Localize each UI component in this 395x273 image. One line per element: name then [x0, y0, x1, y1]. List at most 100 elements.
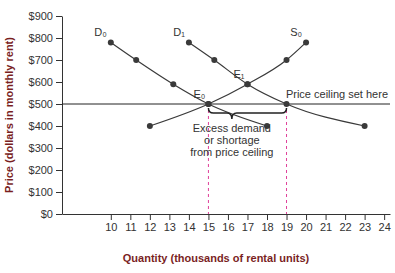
x-tick-mark [326, 214, 327, 220]
x-tick: 12 [144, 214, 156, 233]
series-marker [170, 81, 176, 87]
x-tick-mark [365, 214, 366, 220]
y-tick-mark [56, 16, 62, 17]
y-tick: $500 [29, 98, 62, 110]
x-tick: 23 [359, 214, 371, 233]
series-marker [133, 57, 139, 63]
x-tick: 21 [320, 214, 332, 233]
x-axis: 10 11 12 13 14 15 16 17 18 19 20 21 22 23 24 [63, 214, 391, 233]
y-tick-mark [56, 60, 62, 61]
y-tick-mark [56, 104, 62, 105]
x-tick-mark [247, 214, 248, 220]
y-tick-label: $500 [29, 98, 53, 110]
series-label: D₁ [173, 26, 185, 38]
y-axis: $0 $100 $200 $300 $400 $500 $600 $700 $800 $900 [29, 10, 63, 220]
y-tick: $300 [29, 142, 62, 154]
x-tick-label: 11 [125, 221, 136, 233]
x-tick-label: 12 [144, 221, 156, 233]
x-tick-label: 20 [300, 221, 312, 233]
series-marker [244, 81, 250, 87]
y-tick: $800 [29, 32, 62, 44]
x-tick: 17 [242, 214, 254, 233]
y-tick: $200 [29, 164, 62, 176]
y-tick: $900 [29, 10, 62, 22]
chart-container: 10 11 12 13 14 15 16 17 18 19 20 21 22 23 24 $0 $100 $200… [0, 0, 395, 273]
series-marker [147, 123, 153, 129]
x-tick-mark [345, 214, 346, 220]
x-tick-mark [208, 214, 209, 220]
x-tick-label: 21 [320, 221, 332, 233]
y-tick: $700 [29, 54, 62, 66]
y-tick-label: $100 [29, 186, 53, 198]
series-marker [205, 101, 211, 107]
y-tick-mark [56, 170, 62, 171]
series-marker [211, 57, 217, 63]
y-tick-mark [56, 148, 62, 149]
y-tick-label: $0 [41, 208, 53, 220]
y-tick-mark [56, 126, 62, 127]
point-label: E₀ [194, 88, 206, 100]
shortage-label: Excess demand [193, 122, 271, 134]
shortage-brace [208, 108, 286, 119]
x-tick-mark [306, 214, 307, 220]
y-tick-label: $600 [29, 76, 53, 88]
series-line [189, 42, 365, 126]
x-tick: 11 [125, 214, 136, 233]
series-marker [284, 101, 290, 107]
chart-svg: 10 11 12 13 14 15 16 17 18 19 20 21 22 23 24 $0 $100 $200… [0, 0, 395, 273]
plot-marks [62, 39, 390, 214]
series-marker [284, 57, 290, 63]
x-tick: 14 [183, 214, 195, 233]
series-marker [108, 39, 114, 45]
shortage-line [208, 104, 209, 214]
y-axis-line [62, 17, 63, 215]
y-axis-title: Price (dollars in monthly rent) [3, 37, 15, 193]
series-marker [186, 39, 192, 45]
x-tick: 18 [261, 214, 273, 233]
x-tick: 16 [222, 214, 234, 233]
x-tick-label: 13 [164, 221, 176, 233]
y-tick-mark [56, 82, 62, 83]
x-tick-label: 15 [203, 221, 215, 233]
shortage-line [286, 104, 287, 214]
price-ceiling-line [62, 104, 390, 105]
y-tick: $0 [41, 208, 62, 220]
series-marker [205, 101, 211, 107]
x-tick-label: 10 [105, 221, 117, 233]
x-tick-mark [111, 214, 112, 220]
x-tick-label: 16 [222, 221, 234, 233]
shortage-label: from price ceiling [190, 146, 273, 158]
x-tick: 20 [300, 214, 312, 233]
x-tick: 19 [281, 214, 293, 233]
y-tick-mark [56, 214, 62, 215]
x-tick-mark [189, 214, 190, 220]
y-tick-mark [56, 38, 62, 39]
series-line [150, 42, 306, 126]
y-tick: $100 [29, 186, 62, 198]
y-tick-label: $300 [29, 142, 53, 154]
y-tick: $400 [29, 120, 62, 132]
x-tick-mark [228, 214, 229, 220]
x-tick: 10 [105, 214, 117, 233]
x-tick-label: 19 [281, 221, 293, 233]
x-tick-mark [150, 214, 151, 220]
series-label: S₀ [290, 26, 302, 38]
y-tick-label: $800 [29, 32, 53, 44]
x-tick: 13 [164, 214, 176, 233]
x-tick-label: 18 [261, 221, 273, 233]
x-tick-label: 23 [359, 221, 371, 233]
x-tick-mark [169, 214, 170, 220]
y-tick-mark [56, 192, 62, 193]
series-marker [303, 39, 309, 45]
x-tick-mark [130, 214, 131, 220]
y-tick-label: $700 [29, 54, 53, 66]
y-tick-label: $400 [29, 120, 53, 132]
y-tick-label: $200 [29, 164, 53, 176]
series-marker [244, 81, 250, 87]
x-tick-label: 24 [379, 221, 391, 233]
x-tick-mark [384, 214, 385, 220]
x-tick: 22 [339, 214, 351, 233]
x-axis-title: Quantity (thousands of rental units) [123, 252, 310, 264]
series-marker [362, 123, 368, 129]
x-tick-label: 22 [339, 221, 351, 233]
